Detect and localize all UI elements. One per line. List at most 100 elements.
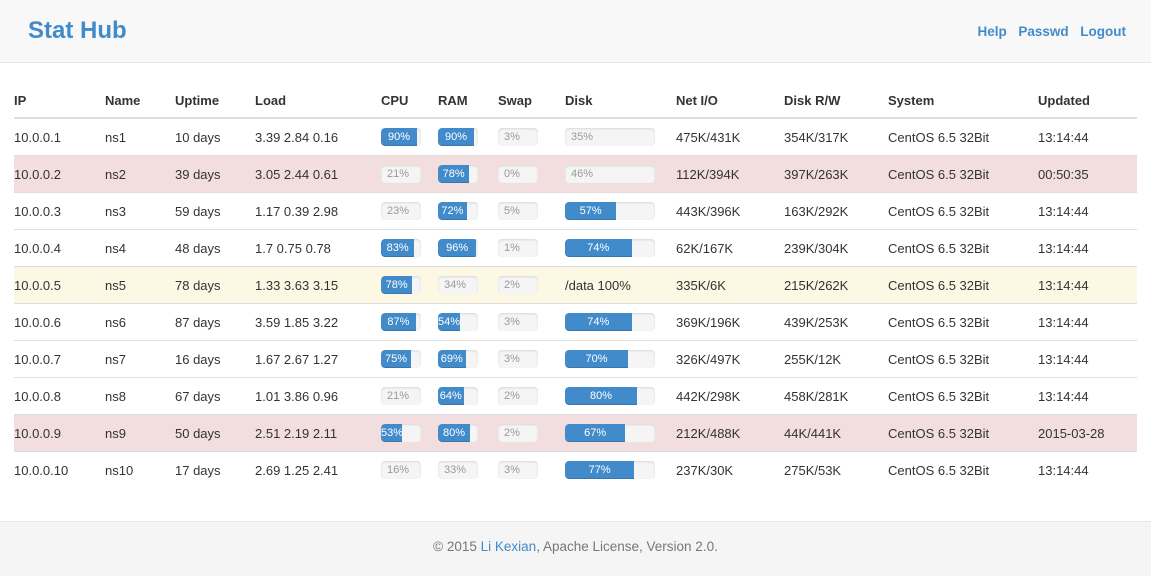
swap-progress-label: 1% — [504, 242, 520, 254]
ram-progress-fill: 69% — [438, 350, 466, 368]
disk-cell: 74% — [565, 303, 676, 341]
updated-cell: 13:14:44 — [1038, 451, 1137, 488]
system-cell: CentOS 6.5 32Bit — [888, 117, 1038, 156]
disk-progress-bar: 74% — [565, 239, 655, 257]
net_io-cell: 369K/196K — [676, 303, 784, 341]
author-link[interactable]: Li Kexian — [480, 539, 537, 554]
ip-cell: 10.0.0.1 — [14, 117, 105, 156]
swap-progress-label: 3% — [504, 353, 520, 365]
disk-progress-fill: 67% — [565, 424, 626, 442]
disk-progress-label: 46% — [571, 168, 594, 180]
col-header-load: Load — [255, 83, 381, 119]
help-link[interactable]: Help — [977, 23, 1007, 39]
swap-progress-bar: 2% — [498, 276, 538, 294]
swap-progress-label: 2% — [504, 427, 520, 439]
uptime-cell: 10 days — [175, 117, 255, 156]
ram-cell: 34% — [438, 266, 498, 304]
uptime-cell: 39 days — [175, 155, 255, 193]
cpu-progress-label: 23% — [387, 205, 410, 217]
disk-progress-fill: 80% — [565, 387, 637, 405]
cpu-progress-bar: 78% — [381, 276, 421, 294]
swap-cell: 3% — [498, 117, 565, 156]
ip-cell: 10.0.0.8 — [14, 377, 105, 415]
net_io-cell: 442K/298K — [676, 377, 784, 415]
copyright-text: © 2015 — [433, 539, 481, 554]
server-row-ns2: 10.0.0.2 ns2 39 days 3.05 2.44 0.61 21% 78% 0%… — [14, 155, 1137, 193]
ram-progress-fill: 96% — [438, 239, 477, 257]
ip-cell: 10.0.0.4 — [14, 229, 105, 267]
stats-table-header: IP Name Uptime Load CPU RAM Swap Disk Net I/O Dis… — [14, 83, 1137, 119]
cpu-cell: 21% — [381, 377, 438, 415]
disk-progress-bar: 35% — [565, 128, 655, 146]
net_io-cell: 443K/396K — [676, 192, 784, 230]
cpu-cell: 16% — [381, 451, 438, 488]
load-cell: 1.01 3.86 0.96 — [255, 377, 381, 415]
disk-cell: /data 100% — [565, 266, 676, 304]
ram-progress-bar: 72% — [438, 202, 478, 220]
name-cell: ns2 — [105, 155, 175, 193]
updated-cell: 13:14:44 — [1038, 117, 1137, 156]
load-cell: 1.17 0.39 2.98 — [255, 192, 381, 230]
swap-progress-bar: 1% — [498, 239, 538, 257]
passwd-link[interactable]: Passwd — [1018, 23, 1069, 39]
ip-cell: 10.0.0.6 — [14, 303, 105, 341]
cpu-cell: 90% — [381, 117, 438, 156]
ip-cell: 10.0.0.5 — [14, 266, 105, 304]
swap-cell: 2% — [498, 266, 565, 304]
col-header-ip: IP — [14, 83, 105, 119]
col-header-uptime: Uptime — [175, 83, 255, 119]
col-header-net_io: Net I/O — [676, 83, 784, 119]
cpu-cell: 53% — [381, 414, 438, 452]
ram-cell: 90% — [438, 117, 498, 156]
net_io-cell: 212K/488K — [676, 414, 784, 452]
updated-cell: 2015-03-28 — [1038, 414, 1137, 452]
cpu-progress-label: 16% — [387, 464, 410, 476]
logout-link[interactable]: Logout — [1080, 23, 1126, 39]
col-header-cpu: CPU — [381, 83, 438, 119]
disk_rw-cell: 397K/263K — [784, 155, 888, 193]
system-cell: CentOS 6.5 32Bit — [888, 266, 1038, 304]
swap-progress-bar: 3% — [498, 350, 538, 368]
load-cell: 3.59 1.85 3.22 — [255, 303, 381, 341]
ram-progress-bar: 64% — [438, 387, 478, 405]
server-row-ns6: 10.0.0.6 ns6 87 days 3.59 1.85 3.22 87% 54% 3%… — [14, 303, 1137, 341]
disk-cell: 80% — [565, 377, 676, 415]
col-header-ram: RAM — [438, 83, 498, 119]
cpu-cell: 78% — [381, 266, 438, 304]
ram-cell: 72% — [438, 192, 498, 230]
disk-cell: 57% — [565, 192, 676, 230]
cpu-progress-bar: 16% — [381, 461, 421, 479]
ram-cell: 96% — [438, 229, 498, 267]
updated-cell: 00:50:35 — [1038, 155, 1137, 193]
swap-cell: 2% — [498, 414, 565, 452]
cpu-progress-label: 21% — [387, 390, 410, 402]
swap-progress-bar: 2% — [498, 387, 538, 405]
disk_rw-cell: 458K/281K — [784, 377, 888, 415]
load-cell: 1.67 2.67 1.27 — [255, 340, 381, 378]
system-cell: CentOS 6.5 32Bit — [888, 229, 1038, 267]
disk-progress-fill: 57% — [565, 202, 617, 220]
cpu-progress-bar: 87% — [381, 313, 421, 331]
server-row-ns3: 10.0.0.3 ns3 59 days 1.17 0.39 2.98 23% 72% 5%… — [14, 192, 1137, 230]
disk-cell: 35% — [565, 117, 676, 156]
ip-cell: 10.0.0.3 — [14, 192, 105, 230]
ram-progress-bar: 54% — [438, 313, 478, 331]
disk_rw-cell: 439K/253K — [784, 303, 888, 341]
cpu-cell: 75% — [381, 340, 438, 378]
col-header-updated: Updated — [1038, 83, 1137, 119]
uptime-cell: 67 days — [175, 377, 255, 415]
swap-cell: 0% — [498, 155, 565, 193]
ram-progress-fill: 80% — [438, 424, 470, 442]
updated-cell: 13:14:44 — [1038, 192, 1137, 230]
updated-cell: 13:14:44 — [1038, 377, 1137, 415]
ram-progress-bar: 69% — [438, 350, 478, 368]
ram-cell: 54% — [438, 303, 498, 341]
swap-progress-label: 2% — [504, 390, 520, 402]
name-cell: ns8 — [105, 377, 175, 415]
swap-cell: 3% — [498, 303, 565, 341]
disk_rw-cell: 163K/292K — [784, 192, 888, 230]
load-cell: 2.69 1.25 2.41 — [255, 451, 381, 488]
ram-progress-bar: 33% — [438, 461, 478, 479]
disk-progress-bar: 74% — [565, 313, 655, 331]
system-cell: CentOS 6.5 32Bit — [888, 192, 1038, 230]
